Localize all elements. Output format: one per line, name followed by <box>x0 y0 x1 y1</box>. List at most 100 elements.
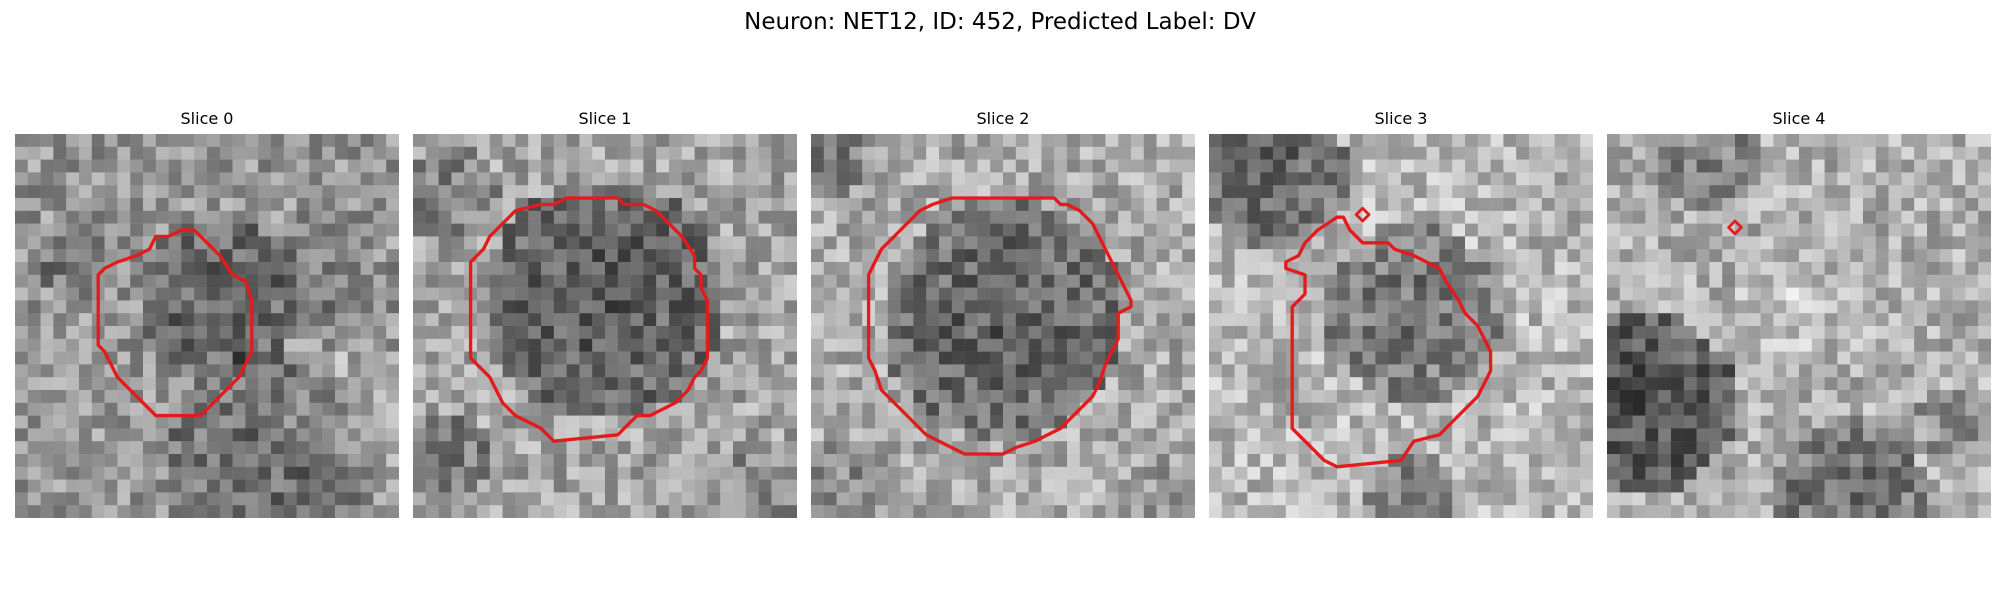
pixel <box>771 377 785 391</box>
pixel <box>1722 415 1736 429</box>
pixel <box>1465 210 1479 224</box>
pixel <box>1490 364 1504 378</box>
pixel <box>1143 249 1157 263</box>
pixel <box>1875 402 1889 416</box>
pixel <box>1516 441 1530 455</box>
pixel <box>271 402 285 416</box>
pixel <box>900 172 914 186</box>
pixel <box>66 415 80 429</box>
pixel <box>1824 428 1838 442</box>
pixel <box>1362 466 1376 480</box>
pixel <box>1888 364 1902 378</box>
pixel <box>27 198 41 212</box>
pixel <box>1554 185 1568 199</box>
pixel <box>309 466 323 480</box>
pixel <box>207 415 221 429</box>
pixel <box>579 172 593 186</box>
pixel <box>1567 274 1581 288</box>
pixel <box>1324 479 1338 493</box>
pixel <box>733 338 747 352</box>
pixel <box>1118 428 1132 442</box>
pixel <box>707 313 721 327</box>
pixel <box>1863 390 1877 404</box>
pixel <box>951 454 965 468</box>
pixel <box>784 351 797 365</box>
pixel <box>720 300 734 314</box>
pixel <box>1607 454 1621 468</box>
pixel <box>438 505 452 518</box>
pixel <box>1477 223 1491 237</box>
pixel <box>745 185 759 199</box>
pixel <box>1760 338 1774 352</box>
pixel <box>1375 338 1389 352</box>
pixel <box>1914 274 1928 288</box>
pixel <box>502 390 516 404</box>
pixel <box>1221 377 1235 391</box>
pixel <box>617 210 631 224</box>
pixel <box>1965 454 1979 468</box>
pixel <box>681 479 695 493</box>
pixel <box>1477 492 1491 506</box>
pixel <box>1735 441 1749 455</box>
pixel <box>168 338 182 352</box>
pixel <box>515 134 529 148</box>
pixel <box>1143 159 1157 173</box>
pixel <box>1696 198 1710 212</box>
pixel <box>1015 185 1029 199</box>
pixel <box>579 402 593 416</box>
pixel <box>1760 326 1774 340</box>
pixel <box>322 185 336 199</box>
pixel <box>1298 505 1312 518</box>
pixel <box>347 146 361 160</box>
pixel <box>207 300 221 314</box>
pixel <box>1375 300 1389 314</box>
pixel <box>1401 390 1415 404</box>
pixel <box>1671 428 1685 442</box>
pixel <box>1901 274 1915 288</box>
pixel <box>1541 300 1555 314</box>
pixel <box>1143 146 1157 160</box>
pixel <box>1747 390 1761 404</box>
pixel <box>913 249 927 263</box>
pixel <box>451 159 465 173</box>
pixel <box>1541 351 1555 365</box>
pixel <box>386 223 399 237</box>
pixel <box>669 236 683 250</box>
pixel <box>1054 134 1068 148</box>
pixel <box>617 159 631 173</box>
pixel <box>1503 415 1517 429</box>
pixel <box>1247 274 1261 288</box>
pixel <box>1452 236 1466 250</box>
pixel <box>1952 505 1966 518</box>
pixel <box>1607 326 1621 340</box>
pixel <box>990 454 1004 468</box>
pixel <box>1735 351 1749 365</box>
pixel <box>1619 236 1633 250</box>
pixel <box>1722 364 1736 378</box>
pixel <box>1182 287 1195 301</box>
pixel <box>1156 338 1170 352</box>
pixel <box>413 479 427 493</box>
pixel <box>117 223 131 237</box>
pixel <box>849 198 863 212</box>
pixel <box>1143 390 1157 404</box>
pixel <box>168 313 182 327</box>
pixel <box>1978 236 1991 250</box>
pixel <box>849 454 863 468</box>
pixel <box>155 428 169 442</box>
pixel <box>335 351 349 365</box>
pixel <box>784 262 797 276</box>
pixel <box>617 146 631 160</box>
pixel <box>823 492 837 506</box>
pixel <box>1439 492 1453 506</box>
pixel <box>1683 492 1697 506</box>
pixel <box>528 262 542 276</box>
pixel <box>1824 185 1838 199</box>
pixel <box>438 185 452 199</box>
pixel <box>104 300 118 314</box>
pixel <box>1747 402 1761 416</box>
pixel <box>977 185 991 199</box>
pixel <box>1349 287 1363 301</box>
pixel <box>1799 351 1813 365</box>
pixel <box>1696 262 1710 276</box>
